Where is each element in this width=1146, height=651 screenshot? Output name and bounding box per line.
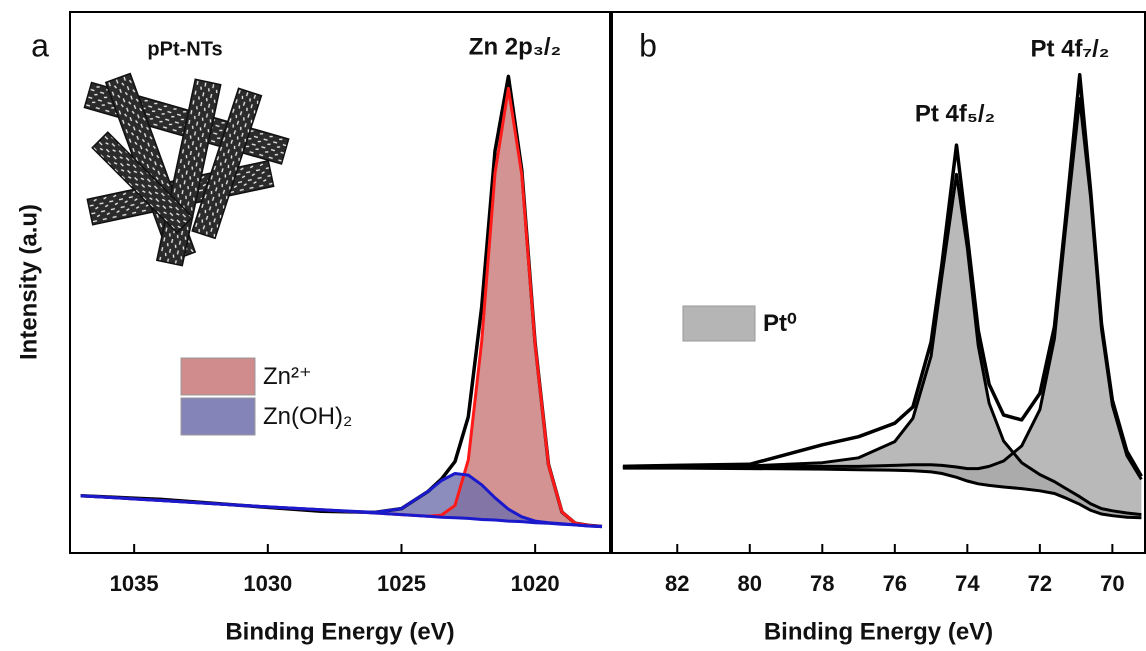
x-tick-label: 82	[665, 571, 689, 596]
x-tick-label: 70	[1100, 571, 1124, 596]
x-tick-label: 78	[810, 571, 834, 596]
x-tick-label: 76	[883, 571, 907, 596]
legend-swatch	[180, 397, 256, 436]
legend-label: Pt⁰	[763, 310, 797, 337]
panel-label: a	[31, 27, 49, 63]
x-axis-title: Binding Energy (eV)	[764, 618, 993, 645]
panel-label: b	[639, 27, 657, 63]
y-axis-title: Intensity (a.u)	[15, 204, 42, 360]
peak-annotation: Pt 4f₇/₂	[1031, 35, 1110, 62]
area-fill	[80, 88, 602, 527]
plot-frame	[611, 11, 1146, 554]
x-axis-title: Binding Energy (eV)	[225, 618, 454, 645]
area-fill	[80, 473, 602, 527]
legend-swatch	[180, 357, 256, 396]
peak-annotation: pPt-NTs	[147, 38, 222, 60]
peak-annotation: Pt 4f₅/₂	[915, 100, 995, 127]
x-tick-label: 80	[738, 571, 762, 596]
fit-line	[622, 97, 1143, 481]
area-fill	[622, 98, 1142, 518]
plot-frame	[69, 11, 611, 554]
peak-annotation: Zn 2p₃/₂	[469, 33, 561, 60]
x-tick-label: 72	[1028, 571, 1052, 596]
x-tick-label: 74	[955, 571, 980, 596]
nanotube-illustration	[83, 72, 290, 267]
baseline	[622, 466, 1142, 520]
x-tick-label: 1030	[243, 571, 292, 596]
x-tick-label: 1035	[110, 571, 159, 596]
fit-line	[622, 172, 1142, 517]
x-tick-label: 1020	[511, 571, 560, 596]
baseline	[80, 494, 603, 528]
x-tick-label: 1025	[377, 571, 426, 596]
legend-swatch	[682, 305, 756, 342]
legend-label: Zn²⁺	[263, 363, 312, 390]
legend-label: Zn(OH)₂	[263, 403, 352, 430]
area-fill	[622, 174, 1142, 518]
